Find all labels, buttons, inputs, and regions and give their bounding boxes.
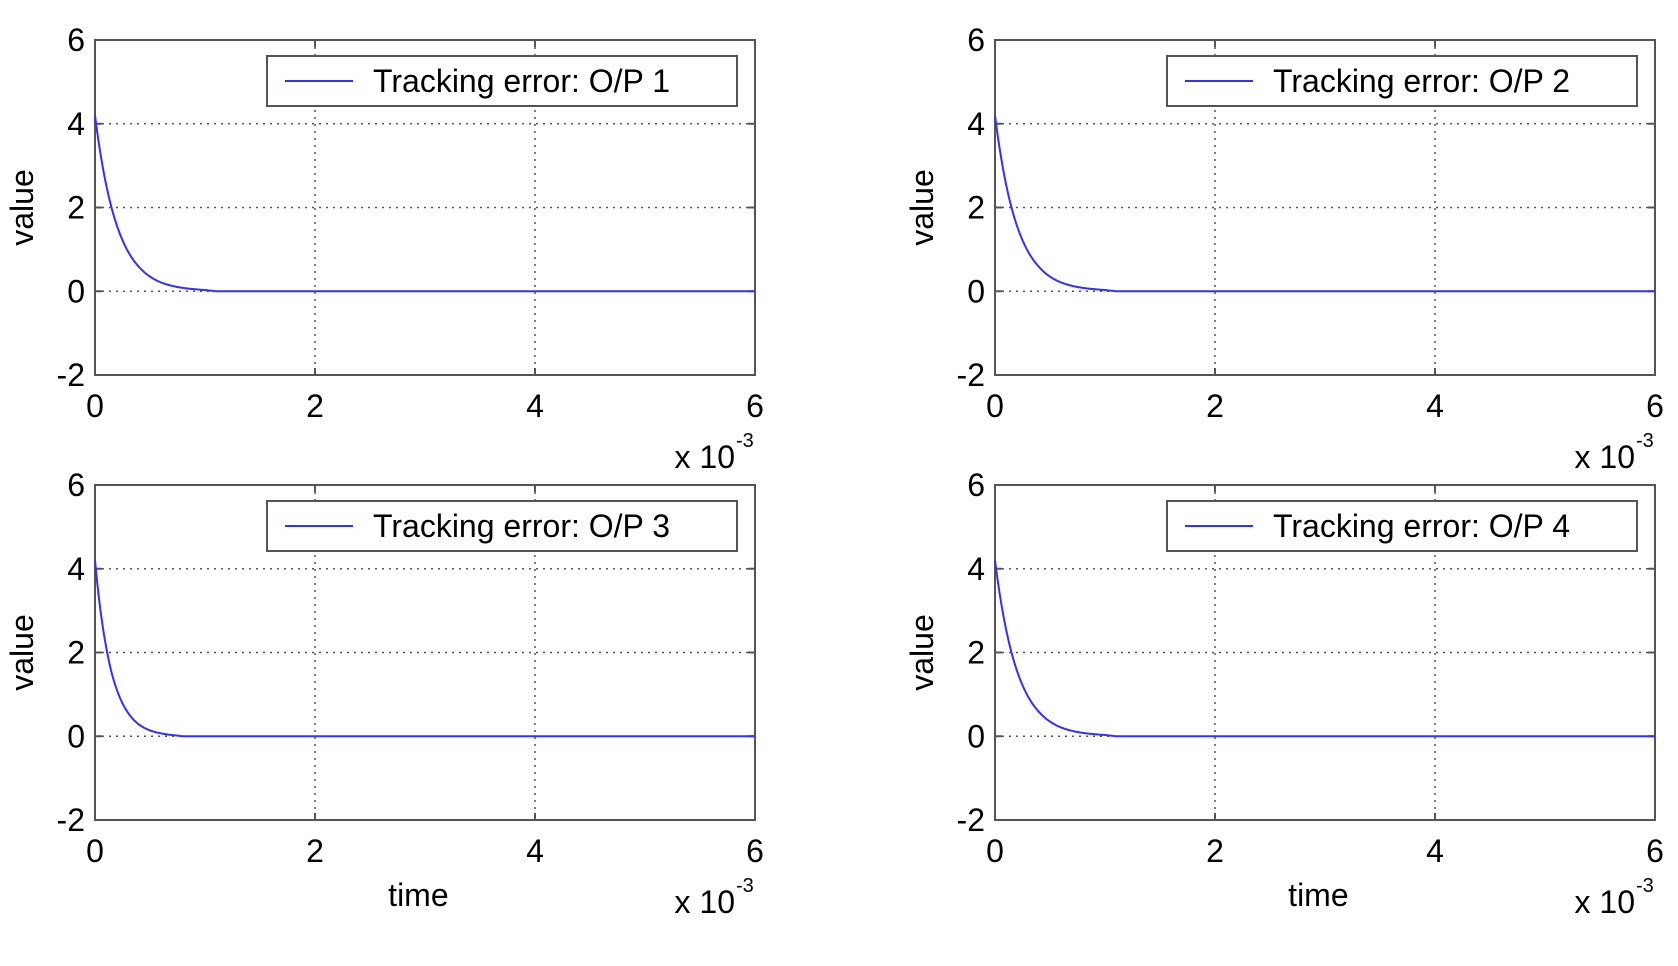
y-tick-label: -2 <box>57 802 85 838</box>
y-axis-title: value <box>904 614 940 691</box>
x-tick-label: 4 <box>1426 833 1444 869</box>
legend: Tracking error: O/P 2 <box>1166 55 1638 107</box>
y-tick-label: 2 <box>967 190 985 226</box>
x-multiplier-label: x 10 <box>1575 884 1635 920</box>
x-tick-label: 2 <box>306 388 324 424</box>
legend: Tracking error: O/P 1 <box>266 55 738 107</box>
legend-label: Tracking error: O/P 3 <box>373 508 670 544</box>
y-tick-label: -2 <box>957 357 985 393</box>
legend-label: Tracking error: O/P 1 <box>373 63 670 99</box>
x-multiplier-exponent: -3 <box>736 875 754 897</box>
x-multiplier-exponent: -3 <box>736 430 754 452</box>
x-tick-label: 0 <box>986 388 1004 424</box>
y-tick-label: -2 <box>57 357 85 393</box>
x-multiplier-label: x 10 <box>675 884 735 920</box>
x-tick-label: 4 <box>526 388 544 424</box>
series-line-1 <box>94 560 755 738</box>
x-tick-label: 2 <box>1206 388 1224 424</box>
y-tick-label: 2 <box>67 635 85 671</box>
x-multiplier-exponent: -3 <box>1636 430 1654 452</box>
y-tick-label: 4 <box>967 106 985 142</box>
x-tick-label: 6 <box>1646 833 1664 869</box>
x-tick-label: 0 <box>986 833 1004 869</box>
y-tick-label: 6 <box>967 22 985 58</box>
y-tick-label: 0 <box>67 273 85 309</box>
y-tick-label: 4 <box>967 551 985 587</box>
x-tick-label: 6 <box>1646 388 1664 424</box>
x-axis-title: time <box>388 877 448 913</box>
legend: Tracking error: O/P 3 <box>266 500 738 552</box>
series-line-1 <box>994 560 1655 738</box>
x-tick-label: 6 <box>746 833 764 869</box>
y-axis-title: value <box>4 614 40 691</box>
x-axis-title: time <box>1288 877 1348 913</box>
x-tick-label: 4 <box>526 833 544 869</box>
x-tick-label: 2 <box>306 833 324 869</box>
x-multiplier-label: x 10 <box>675 439 735 475</box>
x-tick-label: 0 <box>86 388 104 424</box>
y-axis-title: value <box>4 169 40 246</box>
y-tick-label: 0 <box>967 273 985 309</box>
y-tick-label: -2 <box>957 802 985 838</box>
series-line-1 <box>994 115 1655 293</box>
y-tick-label: 0 <box>967 718 985 754</box>
y-tick-label: 2 <box>67 190 85 226</box>
legend-label: Tracking error: O/P 4 <box>1273 508 1570 544</box>
x-multiplier-exponent: -3 <box>1636 875 1654 897</box>
x-tick-label: 0 <box>86 833 104 869</box>
legend-label: Tracking error: O/P 2 <box>1273 63 1570 99</box>
y-axis-title: value <box>904 169 940 246</box>
x-multiplier-label: x 10 <box>1575 439 1635 475</box>
x-tick-label: 6 <box>746 388 764 424</box>
y-tick-label: 6 <box>67 467 85 503</box>
y-tick-label: 4 <box>67 106 85 142</box>
series-line-1 <box>94 115 755 293</box>
y-tick-label: 0 <box>67 718 85 754</box>
y-tick-label: 4 <box>67 551 85 587</box>
legend: Tracking error: O/P 4 <box>1166 500 1638 552</box>
y-tick-label: 2 <box>967 635 985 671</box>
x-tick-label: 4 <box>1426 388 1444 424</box>
x-tick-label: 2 <box>1206 833 1224 869</box>
y-tick-label: 6 <box>967 467 985 503</box>
y-tick-label: 6 <box>67 22 85 58</box>
